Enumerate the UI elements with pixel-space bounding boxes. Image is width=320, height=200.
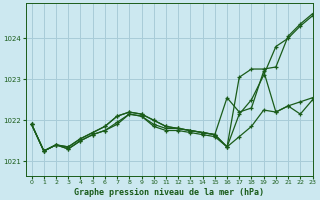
X-axis label: Graphe pression niveau de la mer (hPa): Graphe pression niveau de la mer (hPa) — [74, 188, 264, 197]
